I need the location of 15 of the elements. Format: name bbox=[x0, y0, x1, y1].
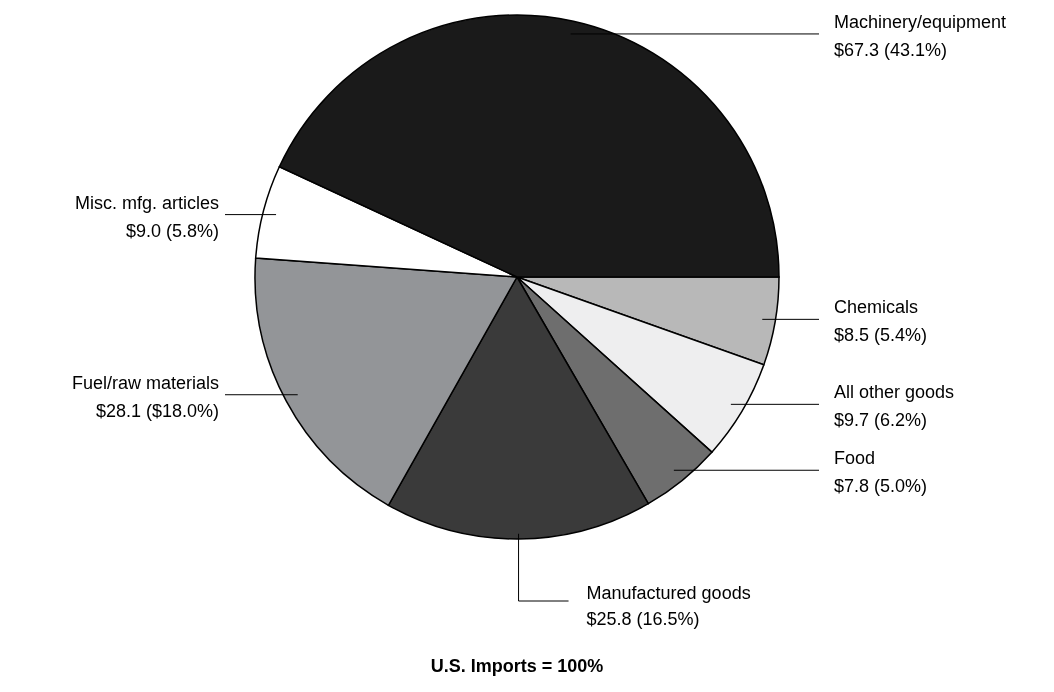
data-label: $67.3 (43.1%) bbox=[834, 39, 948, 60]
data-label: $8.5 (5.4%) bbox=[834, 325, 928, 346]
slice-label: Manufactured goods bbox=[586, 583, 751, 603]
slice-label: Fuel/raw materials bbox=[71, 372, 219, 393]
data-label: $28.1 ($18.0%) bbox=[95, 400, 219, 421]
slice-label: Food bbox=[834, 448, 876, 469]
data-label: $9.0 (5.8%) bbox=[125, 220, 219, 241]
data-label: $25.8 (16.5%) bbox=[586, 609, 700, 629]
slice-label: Misc. mfg. articles bbox=[74, 192, 219, 213]
data-label: $7.8 (5.0%) bbox=[834, 476, 928, 497]
text: U.S. Imports = 100% bbox=[430, 656, 604, 676]
slice-label: Chemicals bbox=[834, 297, 919, 318]
data-label: $9.7 (6.2%) bbox=[834, 410, 928, 431]
slice-label: Machinery/equipment bbox=[834, 11, 1007, 32]
slice-label: All other goods bbox=[834, 382, 955, 403]
